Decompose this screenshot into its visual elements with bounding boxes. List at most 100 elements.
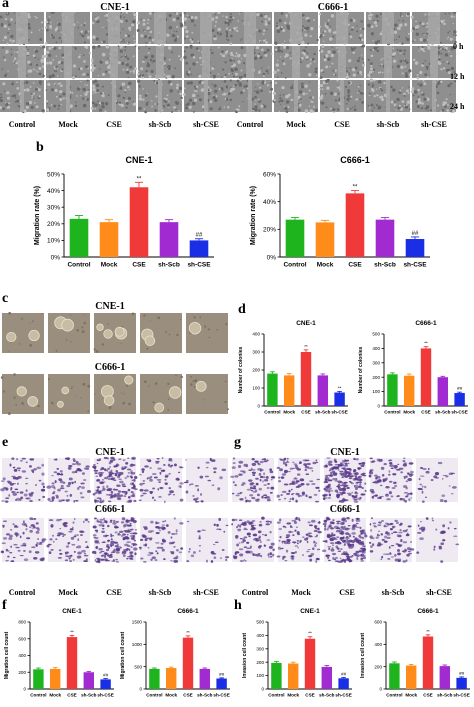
bar: [389, 663, 400, 689]
x-tick-label: sh-Scb: [158, 262, 180, 269]
x-tick-label: sh-CSE: [213, 693, 229, 698]
y-tick-label: 40%: [263, 199, 276, 206]
scratch-image: [90, 44, 137, 79]
scratch-image: [319, 44, 366, 80]
transwell-image: [276, 516, 322, 564]
scratch-group-label-0: Control: [8, 120, 36, 129]
significance-label: **: [426, 629, 430, 634]
chart-title: C666-1: [417, 608, 439, 615]
transwell-image: [322, 516, 368, 563]
x-tick-label: Control: [30, 693, 46, 698]
colony-image: [0, 373, 44, 415]
x-tick-label: sh-CSE: [335, 693, 351, 698]
x-tick-label: Mock: [283, 410, 295, 415]
scratch-image: [183, 44, 229, 79]
y-tick-label: 300: [256, 646, 264, 651]
x-tick-label: Control: [146, 693, 162, 698]
chart-title: C666-1: [415, 320, 437, 327]
colony-image: [94, 374, 136, 414]
scratch-group-label-3: sh-Scb: [148, 120, 172, 129]
transwell-g-group-label-2: CSE: [339, 588, 355, 597]
y-axis-label: Invasion cell count: [360, 633, 366, 678]
scratch-image: [410, 10, 457, 46]
panel-letter-c: c: [2, 291, 9, 306]
bar: [454, 393, 465, 406]
bar: [165, 668, 177, 689]
scratch-image: [183, 10, 230, 44]
transwell-image: [416, 517, 460, 563]
transwell-image: [138, 517, 184, 563]
y-tick-label: 200: [18, 670, 26, 675]
significance-label: **: [186, 630, 190, 635]
transwell-e-group-label-0: Control: [8, 588, 36, 597]
x-tick-label: sh-CSE: [187, 262, 211, 269]
bar: [159, 222, 179, 257]
scratch-group-label-4: sh-CSE: [193, 120, 219, 129]
y-axis-label: Number of colonies: [358, 346, 364, 393]
significance-label: ##: [219, 672, 225, 677]
scratch-image: [137, 79, 183, 114]
bar: [189, 240, 209, 257]
transwell-image: [230, 457, 276, 503]
colony-image: [140, 374, 183, 414]
bar: [100, 679, 111, 689]
y-tick-label: 0: [139, 687, 142, 692]
transwell-images: [0, 456, 460, 564]
y-tick-label: 60%: [263, 171, 276, 178]
y-tick-label: 40%: [47, 188, 60, 195]
panel-letter-b: b: [36, 140, 44, 155]
transwell-e-title-cne1: CNE-1: [95, 447, 125, 458]
chart-h-cne1: CNE-1 0 100 200 300 400 500 Invasion cell count…: [238, 602, 356, 702]
y-tick-label: 800: [18, 620, 26, 625]
x-tick-label: CSE: [183, 693, 192, 698]
y-tick-label: 200: [372, 375, 380, 380]
chart-title: C666-1: [340, 155, 370, 165]
chart-f-cne1: CNE-1 0 200 400 600 800 Migration cell count Co…: [0, 602, 118, 702]
scratch-group-label-c6661-3: sh-Scb: [376, 120, 400, 129]
chart-title: CNE-1: [300, 608, 320, 615]
scratch-group-label-c6661-4: sh-CSE: [421, 120, 447, 129]
scratch-image: [137, 44, 183, 80]
y-tick-label: 20%: [47, 221, 60, 228]
scratch-image: [0, 80, 45, 114]
x-tick-label: sh-Scb: [435, 410, 451, 415]
transwell-image: [92, 456, 138, 504]
y-tick-label: 0: [377, 404, 380, 409]
x-tick-label: sh-CSE: [453, 693, 469, 698]
bar: [83, 672, 95, 689]
time-label-24h: 24 h: [450, 102, 465, 111]
transwell-image: [0, 457, 46, 504]
y-tick-label: 200: [252, 368, 260, 373]
scratch-image: [228, 45, 273, 79]
chart-title: CNE-1: [296, 320, 316, 327]
bar: [304, 638, 316, 689]
bar: [300, 352, 312, 406]
bar: [439, 666, 451, 689]
x-tick-label: sh-Scb: [374, 262, 396, 269]
colony-title-c6661: C666-1: [94, 362, 126, 373]
y-tick-label: 100: [256, 673, 264, 678]
y-axis-label: Number of colonies: [238, 346, 244, 393]
x-tick-label: CSE: [348, 262, 362, 269]
bar: [405, 239, 425, 257]
colony-image: [2, 311, 44, 353]
bar: [129, 187, 149, 257]
panel-letter-e: e: [2, 435, 9, 450]
significance-label: **: [70, 629, 74, 634]
significance-label: **: [308, 631, 312, 636]
y-tick-label: 400: [18, 653, 26, 658]
x-tick-label: Control: [384, 410, 400, 415]
x-tick-label: sh-Scb: [81, 693, 97, 698]
transwell-image: [368, 457, 414, 503]
scratch-image: [273, 45, 318, 79]
y-tick-label: 20%: [263, 227, 276, 234]
y-tick-label: 10%: [47, 238, 60, 245]
y-tick-label: 300: [372, 360, 380, 365]
scratch-image: [91, 11, 137, 46]
transwell-g-group-label-3: sh-Scb: [381, 588, 405, 597]
transwell-e-group-label-1: Mock: [58, 588, 78, 597]
y-tick-label: 50%: [47, 171, 60, 178]
significance-label: ##: [341, 671, 347, 676]
y-tick-label: 300: [252, 350, 260, 355]
transwell-image: [46, 457, 92, 503]
